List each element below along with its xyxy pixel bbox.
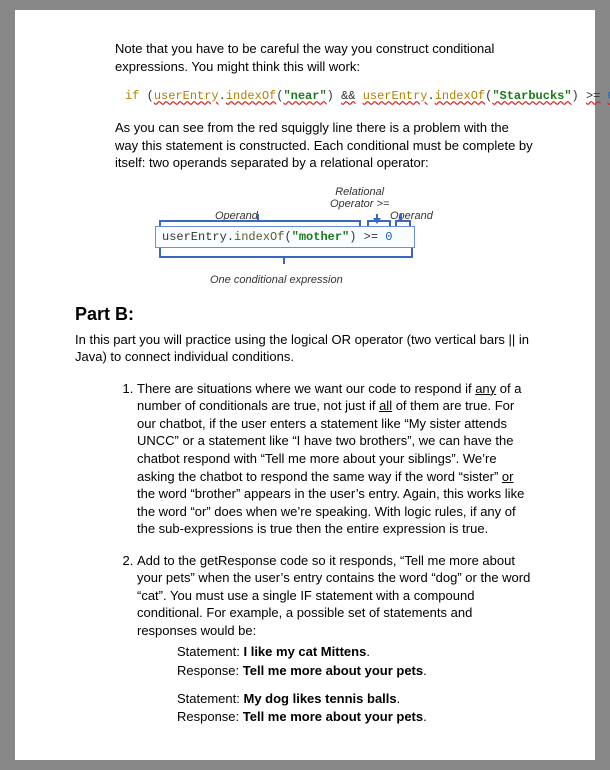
bracket-bottom — [159, 248, 413, 258]
d-paren-close: ) — [349, 230, 356, 244]
d-paren-open: ( — [284, 230, 291, 244]
stmt-1-text: I like my cat Mittens — [243, 644, 366, 659]
response-1: Response: Tell me more about your pets. — [177, 662, 535, 680]
page: Note that you have to be careful the way… — [15, 10, 595, 760]
d-var: userEntry — [162, 230, 227, 244]
conditional-diagram: Relational Operator >= Operand Operand u… — [155, 186, 455, 286]
stmt-2-text: My dog likes tennis balls — [243, 691, 396, 706]
paren-open: ( — [147, 89, 154, 103]
diagram-code-box: userEntry.indexOf("mother") >= 0 — [155, 226, 415, 248]
dot-2: . — [428, 89, 435, 103]
intro-paragraph-2: As you can see from the red squiggly lin… — [115, 119, 535, 172]
response-2: Response: Tell me more about your pets. — [177, 708, 535, 726]
arrow-operand-2 — [400, 214, 402, 222]
d-string: "mother" — [292, 230, 350, 244]
code-var: userEntry — [154, 89, 219, 103]
code-var-2: userEntry — [363, 89, 428, 103]
example-block-2: Statement: My dog likes tennis balls. Re… — [177, 690, 535, 726]
dot: . — [219, 89, 226, 103]
resp-label: Response: — [177, 663, 243, 678]
resp-1-text: Tell me more about your pets — [243, 663, 423, 678]
op-ge: >= — [586, 89, 600, 103]
stmt-1-dot: . — [366, 644, 370, 659]
li1-all: all — [379, 398, 392, 413]
example-block-1: Statement: I like my cat Mittens. Respon… — [177, 643, 535, 679]
d-dot: . — [227, 230, 234, 244]
method-indexof-2: indexOf — [435, 89, 485, 103]
resp-label-2: Response: — [177, 709, 243, 724]
string-near: "near" — [283, 89, 326, 103]
part-b-heading: Part B: — [75, 304, 535, 325]
op-and: && — [341, 89, 355, 103]
intro-paragraph-1: Note that you have to be careful the way… — [115, 40, 535, 75]
li1-or: or — [502, 469, 514, 484]
d-ge: >= — [364, 230, 378, 244]
label-one-conditional: One conditional expression — [210, 274, 343, 286]
resp-1-dot: . — [423, 663, 427, 678]
li2-text: Add to the getResponse code so it respon… — [137, 553, 530, 638]
li1-pre: There are situations where we want our c… — [137, 381, 475, 396]
string-starbucks: "Starbucks" — [492, 89, 571, 103]
stmt-label: Statement: — [177, 644, 243, 659]
code-example-bad: if (userEntry.indexOf("near") && userEnt… — [125, 89, 535, 103]
li1-any: any — [475, 381, 496, 396]
keyword-if: if — [125, 89, 139, 103]
paren-close-3: ) — [572, 89, 579, 103]
stmt-2-dot: . — [397, 691, 401, 706]
resp-2-dot: . — [423, 709, 427, 724]
stmt-label-2: Statement: — [177, 691, 243, 706]
paren-close-2: ) — [327, 89, 334, 103]
list-item-1: There are situations where we want our c… — [137, 380, 535, 538]
method-indexof: indexOf — [226, 89, 276, 103]
arrowhead-operator — [373, 218, 381, 224]
d-method: indexOf — [234, 230, 284, 244]
li1-post: the word “brother” appears in the user’s… — [137, 486, 524, 536]
statement-2: Statement: My dog likes tennis balls. — [177, 690, 535, 708]
part-b-intro: In this part you will practice using the… — [75, 331, 535, 366]
list-item-2: Add to the getResponse code so it respon… — [137, 552, 535, 726]
tick-bottom — [283, 256, 285, 264]
d-zero: 0 — [385, 230, 392, 244]
statement-1: Statement: I like my cat Mittens. — [177, 643, 535, 661]
part-b-list: There are situations where we want our c… — [75, 380, 535, 726]
resp-2-text: Tell me more about your pets — [243, 709, 423, 724]
label-relational-operator: Relational Operator >= — [330, 186, 389, 210]
